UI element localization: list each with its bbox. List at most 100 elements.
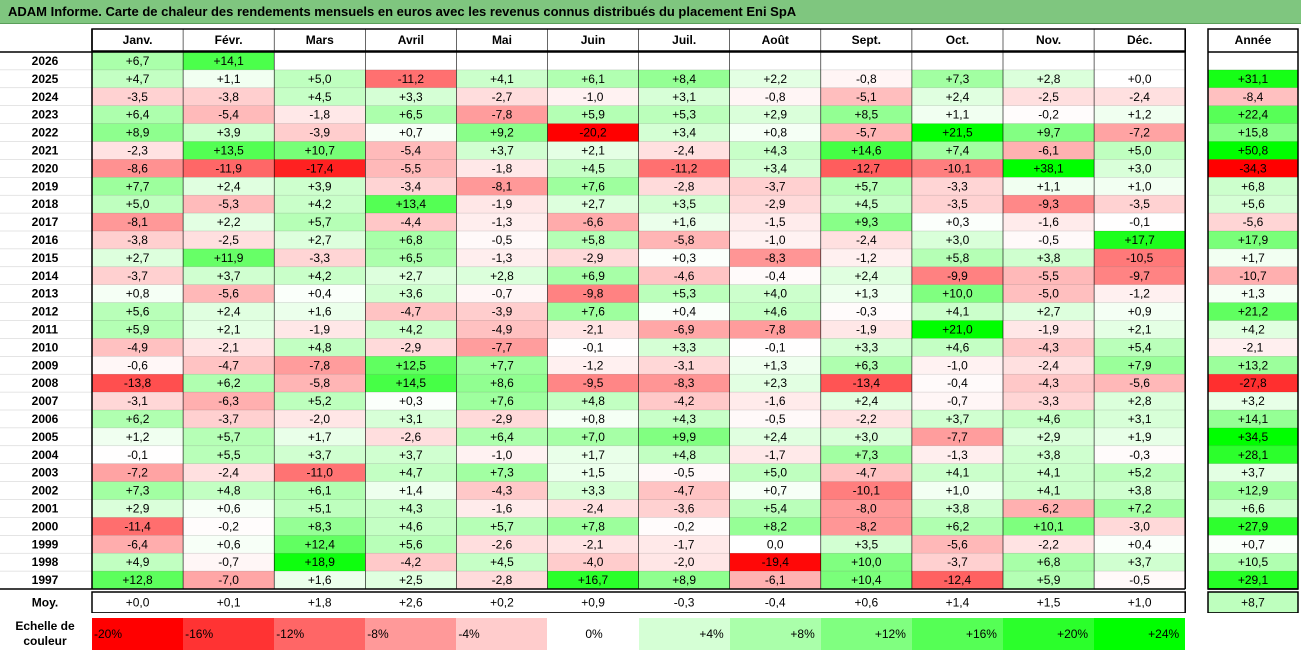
heatmap-cell: [820, 410, 912, 428]
annual-cell-value: +15,8: [1238, 126, 1269, 140]
heatmap-cell-value: -3,3: [1038, 394, 1059, 408]
heatmap-cell: [365, 302, 457, 321]
heatmap-cell-value: -6,1: [765, 573, 786, 587]
heatmap-cell: [456, 266, 548, 285]
heatmap-cell-value: +2,4: [217, 179, 241, 193]
heatmap-cell: [456, 553, 548, 572]
heatmap-cell-value: -7,2: [127, 466, 148, 480]
heatmap-cell: [820, 320, 912, 339]
annual-border: [1207, 28, 1299, 590]
heatmap-cell-value: +8,9: [672, 573, 696, 587]
heatmap-cell-value: -2,4: [1038, 358, 1059, 372]
heatmap-cell: [183, 213, 275, 231]
heatmap-cell: [92, 427, 184, 446]
heatmap-cell-value: -4,3: [1038, 376, 1059, 390]
heatmap-cell: [1094, 535, 1186, 554]
heatmap-cell: [638, 248, 730, 267]
month-header-label: Mars: [306, 33, 334, 47]
heatmap-cell-value: +5,9: [126, 322, 150, 336]
heatmap-cell-value: -13,8: [124, 376, 152, 390]
heatmap-cell: [638, 356, 730, 375]
heatmap-cell-value: +2,4: [854, 269, 878, 283]
heatmap-cell-value: +4,3: [672, 412, 696, 426]
heatmap-cell-value: +10,0: [851, 555, 882, 569]
heatmap-cell: [638, 69, 730, 88]
heatmap-cell: [92, 356, 184, 375]
heatmap-cell: [1003, 231, 1095, 249]
heatmap-cell-value: +5,4: [1128, 340, 1152, 354]
heatmap-cell: [547, 52, 639, 70]
heatmap-cell: [820, 338, 912, 357]
year-label: 2026: [32, 54, 59, 68]
heatmap-cell-value: +6,2: [126, 412, 150, 426]
heatmap-cell-value: +3,8: [1037, 448, 1061, 462]
heatmap-cell-value: -4,0: [583, 555, 604, 569]
heatmap-cell: [911, 571, 1003, 589]
heatmap-cell: [911, 69, 1003, 88]
heatmap-cell-value: +3,0: [854, 430, 878, 444]
heatmap-cell: [1003, 356, 1095, 375]
heatmap-cell-value: +5,7: [217, 430, 241, 444]
heatmap-cell-value: +7,3: [490, 466, 514, 480]
heatmap-cell-value: -11,4: [124, 519, 151, 533]
heatmap-cell: [1094, 123, 1186, 142]
annual-cell: [1208, 69, 1298, 88]
heatmap-cell-value: +2,9: [763, 108, 787, 122]
heatmap-cell: [456, 141, 548, 160]
heatmap-cell-value: -5,6: [1129, 376, 1150, 390]
heatmap-cell-value: -2,1: [583, 322, 604, 336]
year-label: 2008: [32, 376, 59, 390]
heatmap-cell: [638, 284, 730, 303]
year-label: 2021: [32, 143, 59, 157]
year-label: 2016: [32, 233, 59, 247]
heatmap-cell: [365, 481, 457, 500]
heatmap-cell-value: +3,7: [308, 448, 332, 462]
annual-cell-value: +6,6: [1241, 501, 1265, 515]
heatmap-cell-value: +1,1: [217, 72, 241, 86]
heatmap-cell-value: +9,2: [490, 126, 514, 140]
heatmap-cell: [1094, 231, 1186, 249]
heatmap-cell: [365, 553, 457, 572]
heatmap-cell-value: -1,9: [856, 322, 877, 336]
heatmap-cell: [911, 427, 1003, 446]
annual-cell: [1208, 427, 1298, 446]
heatmap-cell: [365, 123, 457, 142]
heatmap-cell-value: -1,3: [947, 448, 968, 462]
heatmap-cell-value: +7,0: [581, 430, 605, 444]
year-label: 2015: [32, 251, 59, 265]
heatmap-cell: [729, 248, 821, 267]
heatmap-cell: [1094, 213, 1186, 231]
heatmap-cell-value: -0,5: [674, 466, 695, 480]
heatmap-cell-value: -1,9: [492, 197, 513, 211]
heatmap-cell: [1003, 87, 1095, 106]
heatmap-cell-value: +7,6: [581, 179, 605, 193]
heatmap-cell: [638, 338, 730, 357]
heatmap-cell-value: +38,1: [1033, 161, 1064, 175]
heatmap-cell: [1003, 481, 1095, 500]
heatmap-cell: [729, 481, 821, 500]
heatmap-cell: [1003, 374, 1095, 393]
heatmap-cell: [729, 52, 821, 70]
heatmap-cell-value: -8,3: [674, 376, 695, 390]
color-scale-swatch: -16%: [183, 618, 275, 650]
heatmap-cell: [1003, 320, 1095, 339]
color-scale-swatch: +16%: [911, 618, 1003, 650]
heatmap-cell: [274, 445, 366, 464]
heatmap-cell: [183, 392, 275, 410]
heatmap-cell-value: +21,0: [942, 322, 973, 336]
heatmap-cell: [92, 231, 184, 249]
heatmap-cell-value: +1,1: [946, 108, 970, 122]
heatmap-cell-value: +6,7: [126, 54, 150, 68]
heatmap-cell: [1094, 338, 1186, 357]
heatmap-cell-value: +3,9: [217, 126, 241, 140]
heatmap-cell-value: -5,1: [856, 90, 877, 104]
annual-cell-value: +17,9: [1238, 233, 1269, 247]
annual-cell-value: -10,7: [1239, 269, 1267, 283]
heatmap-cell-value: -5,8: [309, 376, 330, 390]
year-label: 2023: [32, 108, 59, 122]
annual-cell-value: +10,5: [1238, 555, 1269, 569]
heatmap-cell-value: -5,4: [218, 108, 239, 122]
year-label: 2019: [32, 179, 59, 193]
heatmap-cell: [547, 374, 639, 393]
heatmap-cell-value: -3,9: [492, 305, 513, 319]
